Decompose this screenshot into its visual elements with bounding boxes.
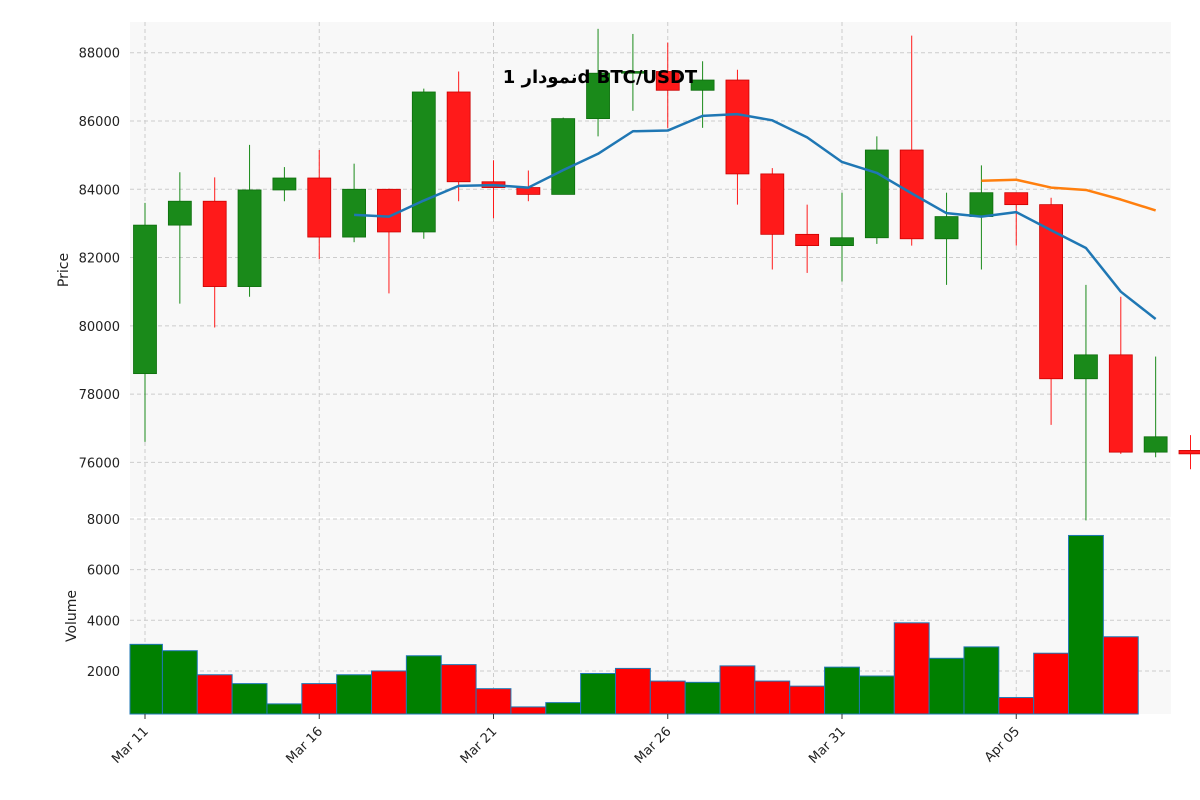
price-tick-label: 84000 xyxy=(79,183,120,198)
candle-body xyxy=(655,71,680,91)
volume-bar xyxy=(1033,652,1070,715)
volume-bar xyxy=(129,643,163,715)
candle-body xyxy=(830,237,854,247)
volume-bar xyxy=(824,666,860,715)
volume-bar xyxy=(231,683,268,715)
candle-body xyxy=(1074,354,1098,380)
volume-tick-label: 2000 xyxy=(87,665,120,680)
volume-bar xyxy=(963,646,1000,715)
price-tick-label: 88000 xyxy=(79,47,120,62)
date-tick-label: Mar 21 xyxy=(458,724,501,767)
volume-bar xyxy=(336,674,373,715)
volume-bar xyxy=(684,681,721,715)
candle-body xyxy=(1143,436,1168,453)
candle-body xyxy=(864,149,889,239)
chart-title: نمودار 1d BTC/USDT xyxy=(503,67,698,88)
volume-bar xyxy=(301,683,338,715)
volume-bar xyxy=(719,665,756,715)
candle-body xyxy=(133,224,157,375)
candle-body xyxy=(586,72,610,120)
candle-body xyxy=(551,118,576,195)
volume-tick-label: 8000 xyxy=(87,513,120,528)
volume-bar xyxy=(161,650,198,715)
moving-average-line-orange xyxy=(981,178,1157,212)
volume-bar xyxy=(580,672,616,715)
volume-bar xyxy=(1102,636,1139,715)
candle-body xyxy=(795,233,820,247)
price-tick-label: 76000 xyxy=(79,456,120,471)
candle-body xyxy=(411,91,436,233)
volume-bar xyxy=(510,706,547,715)
volume-bar xyxy=(614,667,651,715)
volume-bar xyxy=(998,697,1035,715)
candle-body xyxy=(1108,354,1133,453)
volume-bar xyxy=(893,622,930,715)
date-tick-label: Mar 16 xyxy=(284,724,327,767)
candle-body xyxy=(202,200,227,287)
candle-body xyxy=(621,71,645,74)
price-panel-bg xyxy=(130,22,1171,517)
date-tick-label: Mar 26 xyxy=(632,724,675,767)
candle-body xyxy=(237,189,262,287)
volume-bar xyxy=(545,702,582,715)
volume-axis-label: Volume xyxy=(64,590,80,642)
price-tick-label: 86000 xyxy=(79,115,120,130)
date-tick-label: Mar 31 xyxy=(806,724,849,767)
volume-bar xyxy=(266,703,303,715)
volume-bar xyxy=(475,688,512,715)
candle-body xyxy=(272,177,297,191)
volume-bar xyxy=(928,657,965,715)
volume-bar xyxy=(405,655,442,715)
price-tick-label: 80000 xyxy=(79,320,120,335)
volume-bar xyxy=(371,670,407,715)
candle-body xyxy=(167,200,192,226)
volume-bar xyxy=(858,675,895,715)
volume-bar xyxy=(196,674,233,715)
candle-body xyxy=(446,91,471,183)
price-tick-label: 78000 xyxy=(79,388,120,403)
candle-body xyxy=(760,173,785,235)
volume-bar xyxy=(754,680,791,715)
volume-tick-label: 4000 xyxy=(87,614,120,629)
candle-body xyxy=(969,192,994,217)
volume-bars xyxy=(129,534,1139,715)
date-tick-label: Mar 11 xyxy=(109,724,152,767)
volume-bar xyxy=(440,664,477,715)
candle-body xyxy=(342,188,367,238)
candle-body xyxy=(307,177,332,238)
candle-body xyxy=(377,188,401,233)
candle-body xyxy=(690,79,715,91)
date-tick-label: Apr 05 xyxy=(982,724,1023,765)
candlesticks xyxy=(133,28,1200,521)
volume-tick-label: 6000 xyxy=(87,564,120,579)
candle-body xyxy=(1178,450,1200,455)
candle-body xyxy=(934,216,959,240)
volume-bar xyxy=(1068,534,1104,715)
price-tick-label: 82000 xyxy=(79,252,120,267)
candle-body xyxy=(1039,204,1063,380)
moving-averages xyxy=(354,112,1157,320)
price-axis-label: Price xyxy=(56,253,72,287)
candle-body xyxy=(1004,192,1029,206)
volume-bar xyxy=(789,685,826,715)
volume-bar xyxy=(649,680,686,715)
moving-average-line-blue xyxy=(354,112,1157,320)
candle-body xyxy=(725,79,750,175)
